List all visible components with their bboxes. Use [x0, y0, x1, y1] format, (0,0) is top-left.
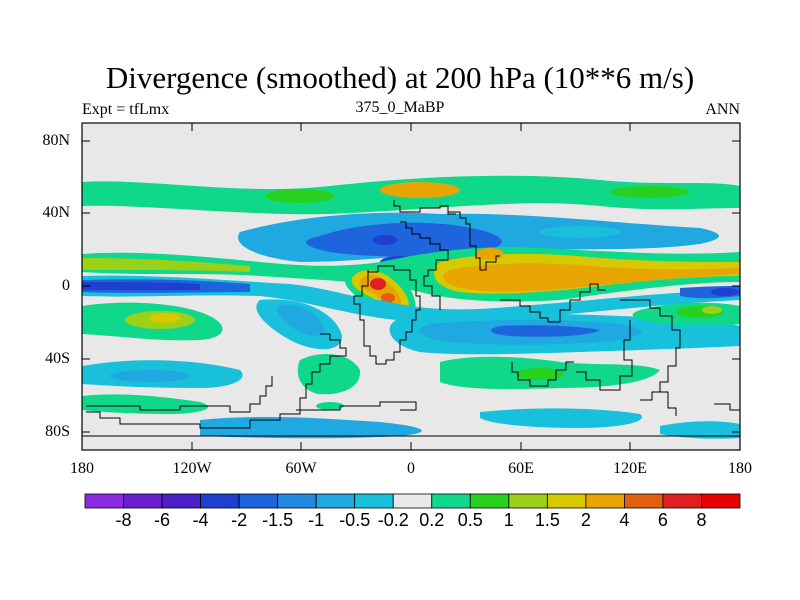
colorbar-label: -8	[115, 510, 132, 530]
colorbar-box	[546, 493, 587, 509]
colorbar-label: -2	[231, 510, 248, 530]
colorbar-label: -0.2	[377, 510, 409, 530]
colorbar-box	[469, 493, 510, 509]
colorbar-label: 0.5	[457, 510, 483, 530]
colorbar-box	[123, 493, 163, 509]
lat-label-80n: 80N	[42, 132, 70, 149]
colorbar-box	[354, 493, 394, 509]
colorbar-box	[662, 493, 702, 509]
colorbar-box	[392, 493, 433, 509]
lon-label-60w: 60W	[285, 460, 317, 477]
lon-label-0: 0	[407, 460, 415, 477]
land-outlines	[82, 200, 740, 437]
map-title: Divergence (smoothed) at 200 hPa (10**6 …	[105, 60, 695, 95]
colorbar-label: -1	[308, 510, 325, 530]
divergence-core-north	[380, 182, 460, 198]
colorbar-label: -0.5	[339, 510, 371, 530]
period-label: 375_0_MaBP	[355, 99, 445, 116]
lon-label-60e: 60E	[508, 460, 534, 477]
lon-label-180-west: 180	[70, 460, 94, 477]
lon-label-180-east: 180	[728, 460, 752, 477]
colorbar-box	[701, 493, 741, 509]
colorbar-box	[84, 493, 124, 509]
colorbar-label: 8	[696, 510, 707, 530]
colorbar	[84, 493, 741, 509]
colorbar-box	[238, 493, 279, 509]
colorbar-box	[315, 493, 356, 509]
colorbar-label: 4	[619, 510, 630, 530]
colorbar-box	[585, 493, 625, 509]
lat-label-40s: 40S	[45, 350, 70, 367]
colorbar-label: 0.2	[419, 510, 445, 530]
colorbar-box	[508, 493, 548, 509]
axis-ticks	[82, 123, 740, 450]
colorbar-box	[624, 493, 664, 509]
colorbar-label: -1.5	[262, 510, 294, 530]
lat-label-80s: 80S	[45, 423, 70, 440]
colorbar-label: 6	[657, 510, 668, 530]
colorbar-box	[161, 493, 201, 509]
colorbar-label: 1.5	[534, 510, 560, 530]
colorbar-label: 2	[580, 510, 591, 530]
colorbar-box	[431, 493, 471, 509]
colorbar-box	[200, 493, 240, 509]
field-layer	[82, 123, 740, 450]
lon-label-120e: 120E	[613, 460, 647, 477]
season-label: ANN	[705, 101, 740, 118]
colorbar-label: -6	[154, 510, 171, 530]
lat-label-40n: 40N	[42, 204, 70, 221]
experiment-label: Expt = tfLmx	[82, 101, 170, 118]
colorbar-label: 1	[503, 510, 514, 530]
colorbar-label: -4	[192, 510, 209, 530]
lon-label-120w: 120W	[172, 460, 212, 477]
colorbar-box	[277, 493, 317, 509]
lat-label-equator: 0	[62, 277, 70, 294]
